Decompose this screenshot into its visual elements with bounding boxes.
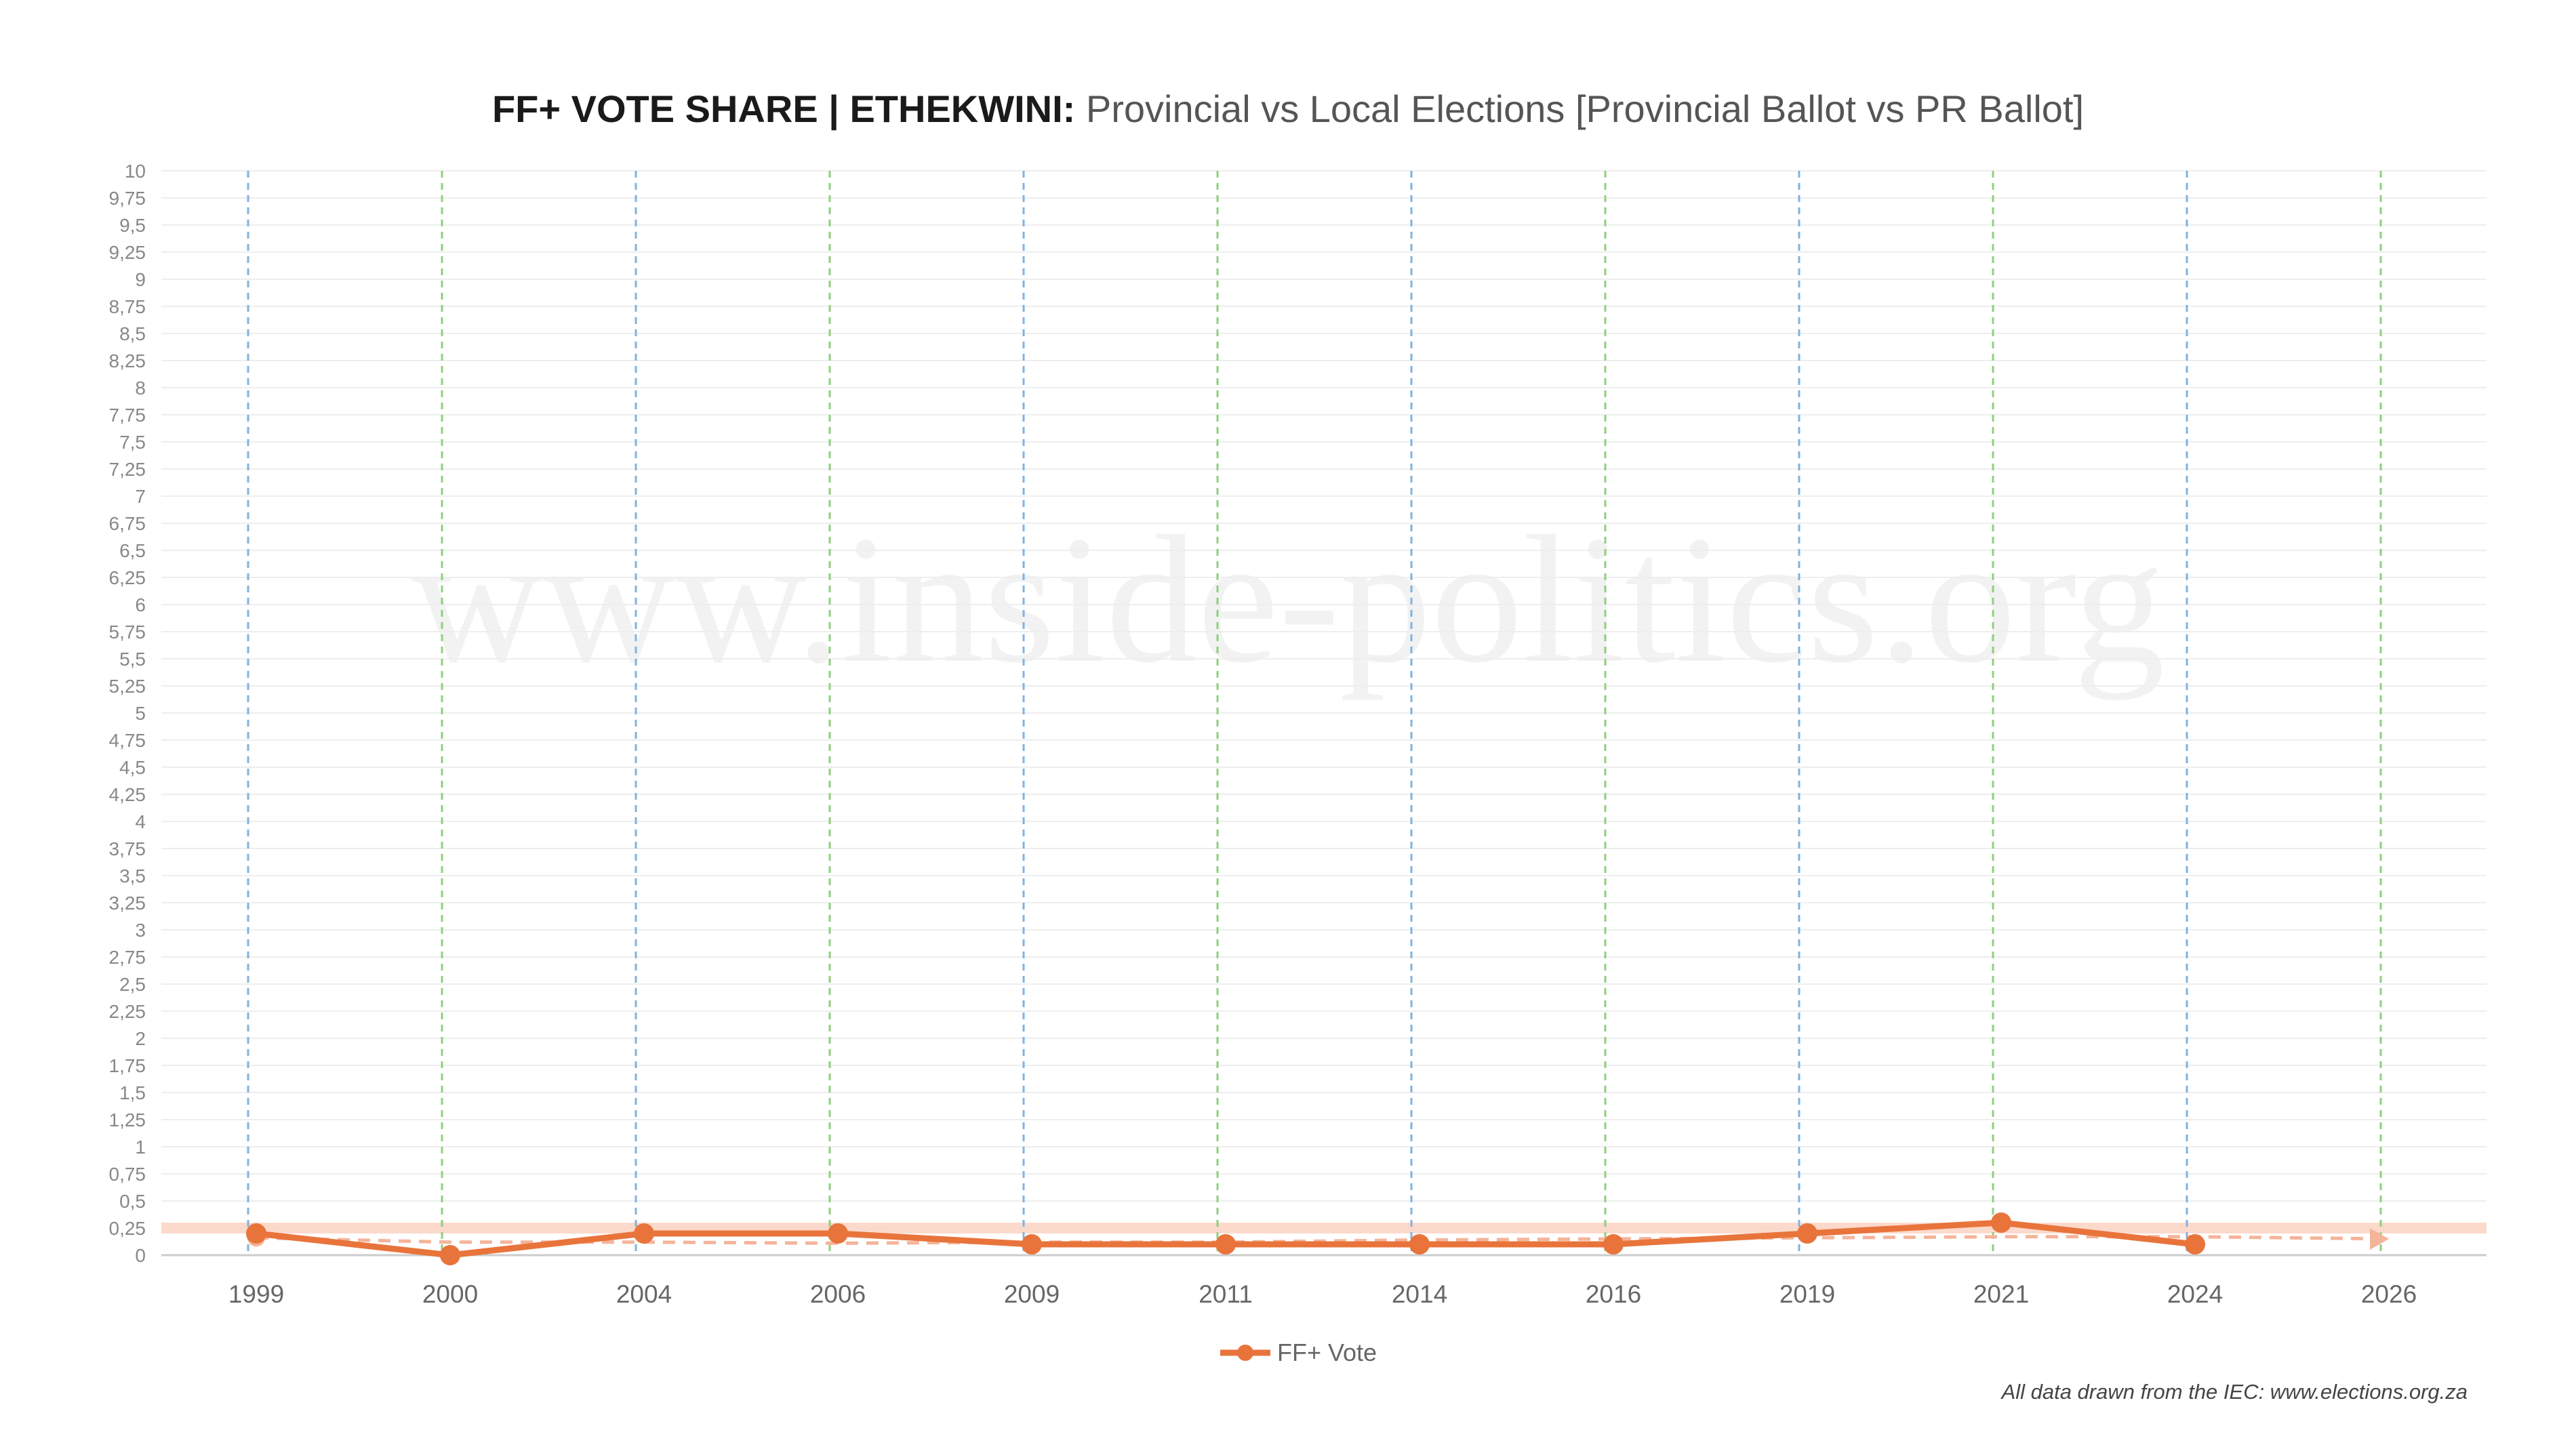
election-year-lines (247, 171, 2382, 1255)
y-tick-label: 4 (135, 811, 146, 832)
x-tick-label: 2009 (1004, 1280, 1060, 1308)
x-tick-label: 2016 (1586, 1280, 1641, 1308)
y-tick-label: 3 (135, 920, 146, 941)
x-tick-label: 2004 (616, 1280, 672, 1308)
y-tick-label: 8,75 (109, 296, 146, 317)
y-tick-label: 3,75 (109, 838, 146, 859)
band-layer (161, 1223, 2487, 1233)
data-point (1991, 1212, 2011, 1233)
y-tick-label: 2,25 (109, 1001, 146, 1022)
legend-marker (1237, 1345, 1253, 1361)
y-tick-label: 6,75 (109, 513, 146, 534)
data-point (1022, 1234, 1042, 1254)
y-tick-label: 6,25 (109, 567, 146, 588)
data-point (440, 1245, 460, 1265)
y-tick-label: 1,75 (109, 1055, 146, 1076)
y-tick-label: 7,25 (109, 459, 146, 480)
y-tick-label: 10 (125, 161, 146, 182)
y-tick-label: 2,5 (119, 974, 146, 995)
gridlines (161, 170, 2487, 1257)
x-tick-label: 2021 (1973, 1280, 2029, 1308)
y-tick-label: 1,25 (109, 1109, 146, 1130)
y-tick-label: 7,5 (119, 432, 146, 453)
x-tick-label: 2024 (2167, 1280, 2223, 1308)
legend-label: FF+ Vote (1277, 1339, 1377, 1366)
y-tick-label: 5 (135, 703, 146, 724)
legend: FF+ Vote (1220, 1339, 1377, 1366)
y-tick-label: 9,75 (109, 188, 146, 209)
y-tick-label: 5,75 (109, 621, 146, 642)
data-point (1603, 1234, 1624, 1254)
data-point (246, 1223, 266, 1244)
y-tick-label: 9,25 (109, 242, 146, 263)
y-tick-label: 3,5 (119, 865, 146, 886)
y-tick-label: 4,5 (119, 757, 146, 778)
y-tick-label: 1,5 (119, 1082, 146, 1103)
y-tick-label: 4,25 (109, 784, 146, 805)
chart-title-rest: Provincial vs Local Elections [Provincia… (1085, 87, 2085, 130)
y-tick-label: 0,75 (109, 1164, 146, 1185)
x-tick-label: 2006 (810, 1280, 866, 1308)
y-tick-label: 8,5 (119, 323, 146, 344)
y-tick-label: 7,75 (109, 405, 146, 426)
data-point (828, 1223, 848, 1244)
y-tick-label: 2,75 (109, 947, 146, 968)
x-tick-label: 2019 (1779, 1280, 1835, 1308)
source-footnote: All data drawn from the IEC: www.electio… (2001, 1380, 2468, 1404)
data-point (1409, 1234, 1430, 1254)
y-tick-label: 8,25 (109, 350, 146, 371)
y-tick-label: 5,5 (119, 649, 146, 670)
y-tick-label: 6,5 (119, 540, 146, 561)
chart-title-bold: FF+ VOTE SHARE | ETHEKWINI: (491, 87, 1076, 130)
x-tick-label: 2000 (422, 1280, 478, 1308)
x-tick-label: 1999 (228, 1280, 284, 1308)
y-tick-label: 9,5 (119, 215, 146, 236)
y-tick-label: 0,25 (109, 1218, 146, 1239)
y-tick-label: 9 (135, 269, 146, 290)
y-tick-label: 8 (135, 377, 146, 399)
y-tick-label: 3,25 (109, 893, 146, 914)
x-tick-label: 2011 (1199, 1280, 1253, 1308)
shaded-band (161, 1223, 2487, 1233)
chart-title: FF+ VOTE SHARE | ETHEKWINI: Provincial v… (0, 87, 2576, 131)
x-tick-label: 2026 (2361, 1280, 2417, 1308)
y-tick-label: 0 (135, 1245, 146, 1266)
y-tick-label: 6 (135, 594, 146, 615)
y-tick-label: 7 (135, 486, 146, 507)
data-point (2185, 1234, 2205, 1254)
data-point (1215, 1234, 1236, 1254)
trendline (256, 1235, 2390, 1245)
y-tick-label: 4,75 (109, 730, 146, 751)
y-axis-ticks: 0 0,25 0,5 0,75 1 1,25 1,5 1,75 2 2,25 2,5 2,75 3 3,2… (109, 161, 146, 1266)
x-axis-ticks: 1999 2000 2004 2006 2009 2011 2014 2016 2019 2021… (228, 1280, 2417, 1308)
data-point (634, 1223, 654, 1244)
data-point (1797, 1223, 1817, 1244)
y-tick-label: 1 (135, 1137, 146, 1158)
watermark: www.inside-politics.org (411, 498, 2165, 701)
y-tick-label: 2 (135, 1028, 146, 1049)
y-tick-label: 0,5 (119, 1191, 146, 1212)
y-tick-label: 5,25 (109, 676, 146, 697)
trendline-arrowhead (2370, 1228, 2389, 1250)
x-tick-label: 2014 (1392, 1280, 1447, 1308)
series-layer (246, 1212, 2205, 1265)
